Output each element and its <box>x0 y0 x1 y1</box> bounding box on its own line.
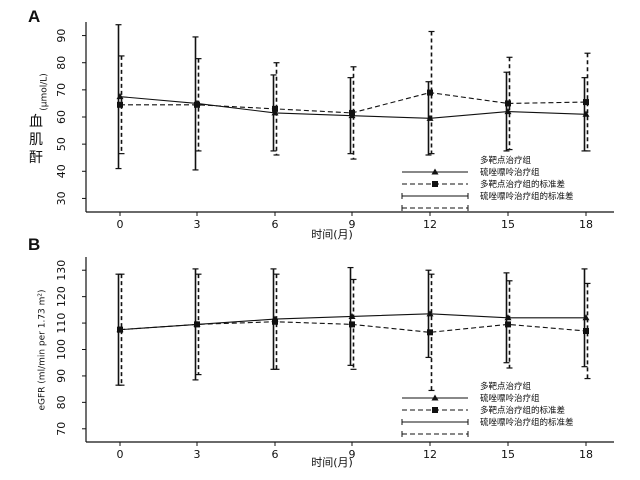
data-point-square <box>272 318 278 325</box>
x-tick-label: 12 <box>423 448 437 461</box>
legend-label: 硫唑嘌呤治疗组 <box>480 167 540 178</box>
panel-b: B 70 80 90 100 110 120 130 0 3 6 9 12 15 18 时间(月) eGFR (… <box>28 235 614 469</box>
data-point-triangle <box>504 108 512 115</box>
y-axis-title-char: 酐 <box>29 150 43 166</box>
legend-marker-square <box>432 181 438 187</box>
legend-label: 硫唑嘌呤治疗组的标准差 <box>480 191 574 202</box>
data-point-square <box>349 109 355 116</box>
y-tick-label: 130 <box>55 260 68 281</box>
y-tick-label: 90 <box>55 369 68 383</box>
data-point-triangle <box>582 110 590 117</box>
legend-marker-triangle <box>431 394 439 401</box>
legend-marker-square <box>432 407 438 413</box>
data-point-square <box>427 89 433 96</box>
data-point-square <box>272 105 278 112</box>
x-tick-label: 6 <box>272 448 279 461</box>
panel-letter: B <box>28 235 40 254</box>
y-tick-label: 80 <box>55 56 68 70</box>
x-tick-label: 3 <box>194 218 201 231</box>
data-point-square <box>117 326 123 333</box>
x-tick-label: 18 <box>579 448 593 461</box>
legend-marker-triangle <box>431 168 439 175</box>
data-point-square <box>583 99 589 106</box>
x-axis-title: 时间(月) <box>311 228 353 241</box>
y-axis-title: 血肌酐 <box>29 114 43 166</box>
series-multitarget <box>115 24 590 171</box>
series-azathioprine <box>117 30 591 160</box>
y-tick-label: 100 <box>55 339 68 360</box>
data-point-square <box>583 328 589 334</box>
data-point-square <box>194 101 200 108</box>
y-tick-label: 60 <box>55 110 68 124</box>
data-point-square <box>505 100 511 107</box>
legend-label: 多靶点治疗组的标准差 <box>480 179 565 190</box>
y-tick-label: 40 <box>55 164 68 178</box>
x-tick-label: 0 <box>117 448 124 461</box>
data-point-square <box>117 101 123 108</box>
x-tick-label: 6 <box>272 218 279 231</box>
data-point-triangle <box>116 93 124 100</box>
x-tick-label: 3 <box>194 448 201 461</box>
legend-label: 硫唑嘌呤治疗组 <box>480 393 540 404</box>
x-tick-label: 15 <box>501 448 515 461</box>
y-axis-title: eGFR (ml/min per 1.73 m²) <box>38 289 48 410</box>
x-axis-title: 时间(月) <box>311 456 353 469</box>
x-tick-label: 9 <box>349 218 356 231</box>
data-point-square <box>194 321 200 328</box>
panel-a: A 30 40 50 60 70 80 90 0 3 6 9 12 15 18 时间(月) (μmol/L) 血肌… <box>28 7 614 241</box>
x-tick-label: 0 <box>117 218 124 231</box>
data-point-triangle <box>426 310 434 317</box>
y-tick-label: 90 <box>55 29 68 43</box>
data-point-square <box>427 329 433 336</box>
y-tick-label: 120 <box>55 286 68 307</box>
legend-label: 多靶点治疗组 <box>480 381 532 392</box>
y-tick-label: 30 <box>55 191 68 205</box>
legend-label: 多靶点治疗组的标准差 <box>480 405 565 416</box>
y-axis-title-char: 血 <box>29 114 43 130</box>
legend-label: 多靶点治疗组 <box>480 155 532 166</box>
y-tick-label: 70 <box>55 83 68 97</box>
series-azathioprine <box>117 273 591 392</box>
y-tick-label: 110 <box>55 313 68 334</box>
x-tick-label: 15 <box>501 218 515 231</box>
x-tick-label: 12 <box>423 218 437 231</box>
y-axis-title-char: 肌 <box>29 132 43 148</box>
data-point-square <box>349 321 355 328</box>
legend-label: 硫唑嘌呤治疗组的标准差 <box>480 417 574 428</box>
y-tick-label: 70 <box>55 422 68 436</box>
data-point-square <box>505 321 511 328</box>
y-tick-label: 50 <box>55 137 68 151</box>
x-tick-label: 18 <box>579 218 593 231</box>
y-tick-label: 80 <box>55 395 68 409</box>
panel-letter: A <box>28 7 40 26</box>
y-axis-unit: (μmol/L) <box>40 73 50 111</box>
x-tick-label: 9 <box>349 448 356 461</box>
